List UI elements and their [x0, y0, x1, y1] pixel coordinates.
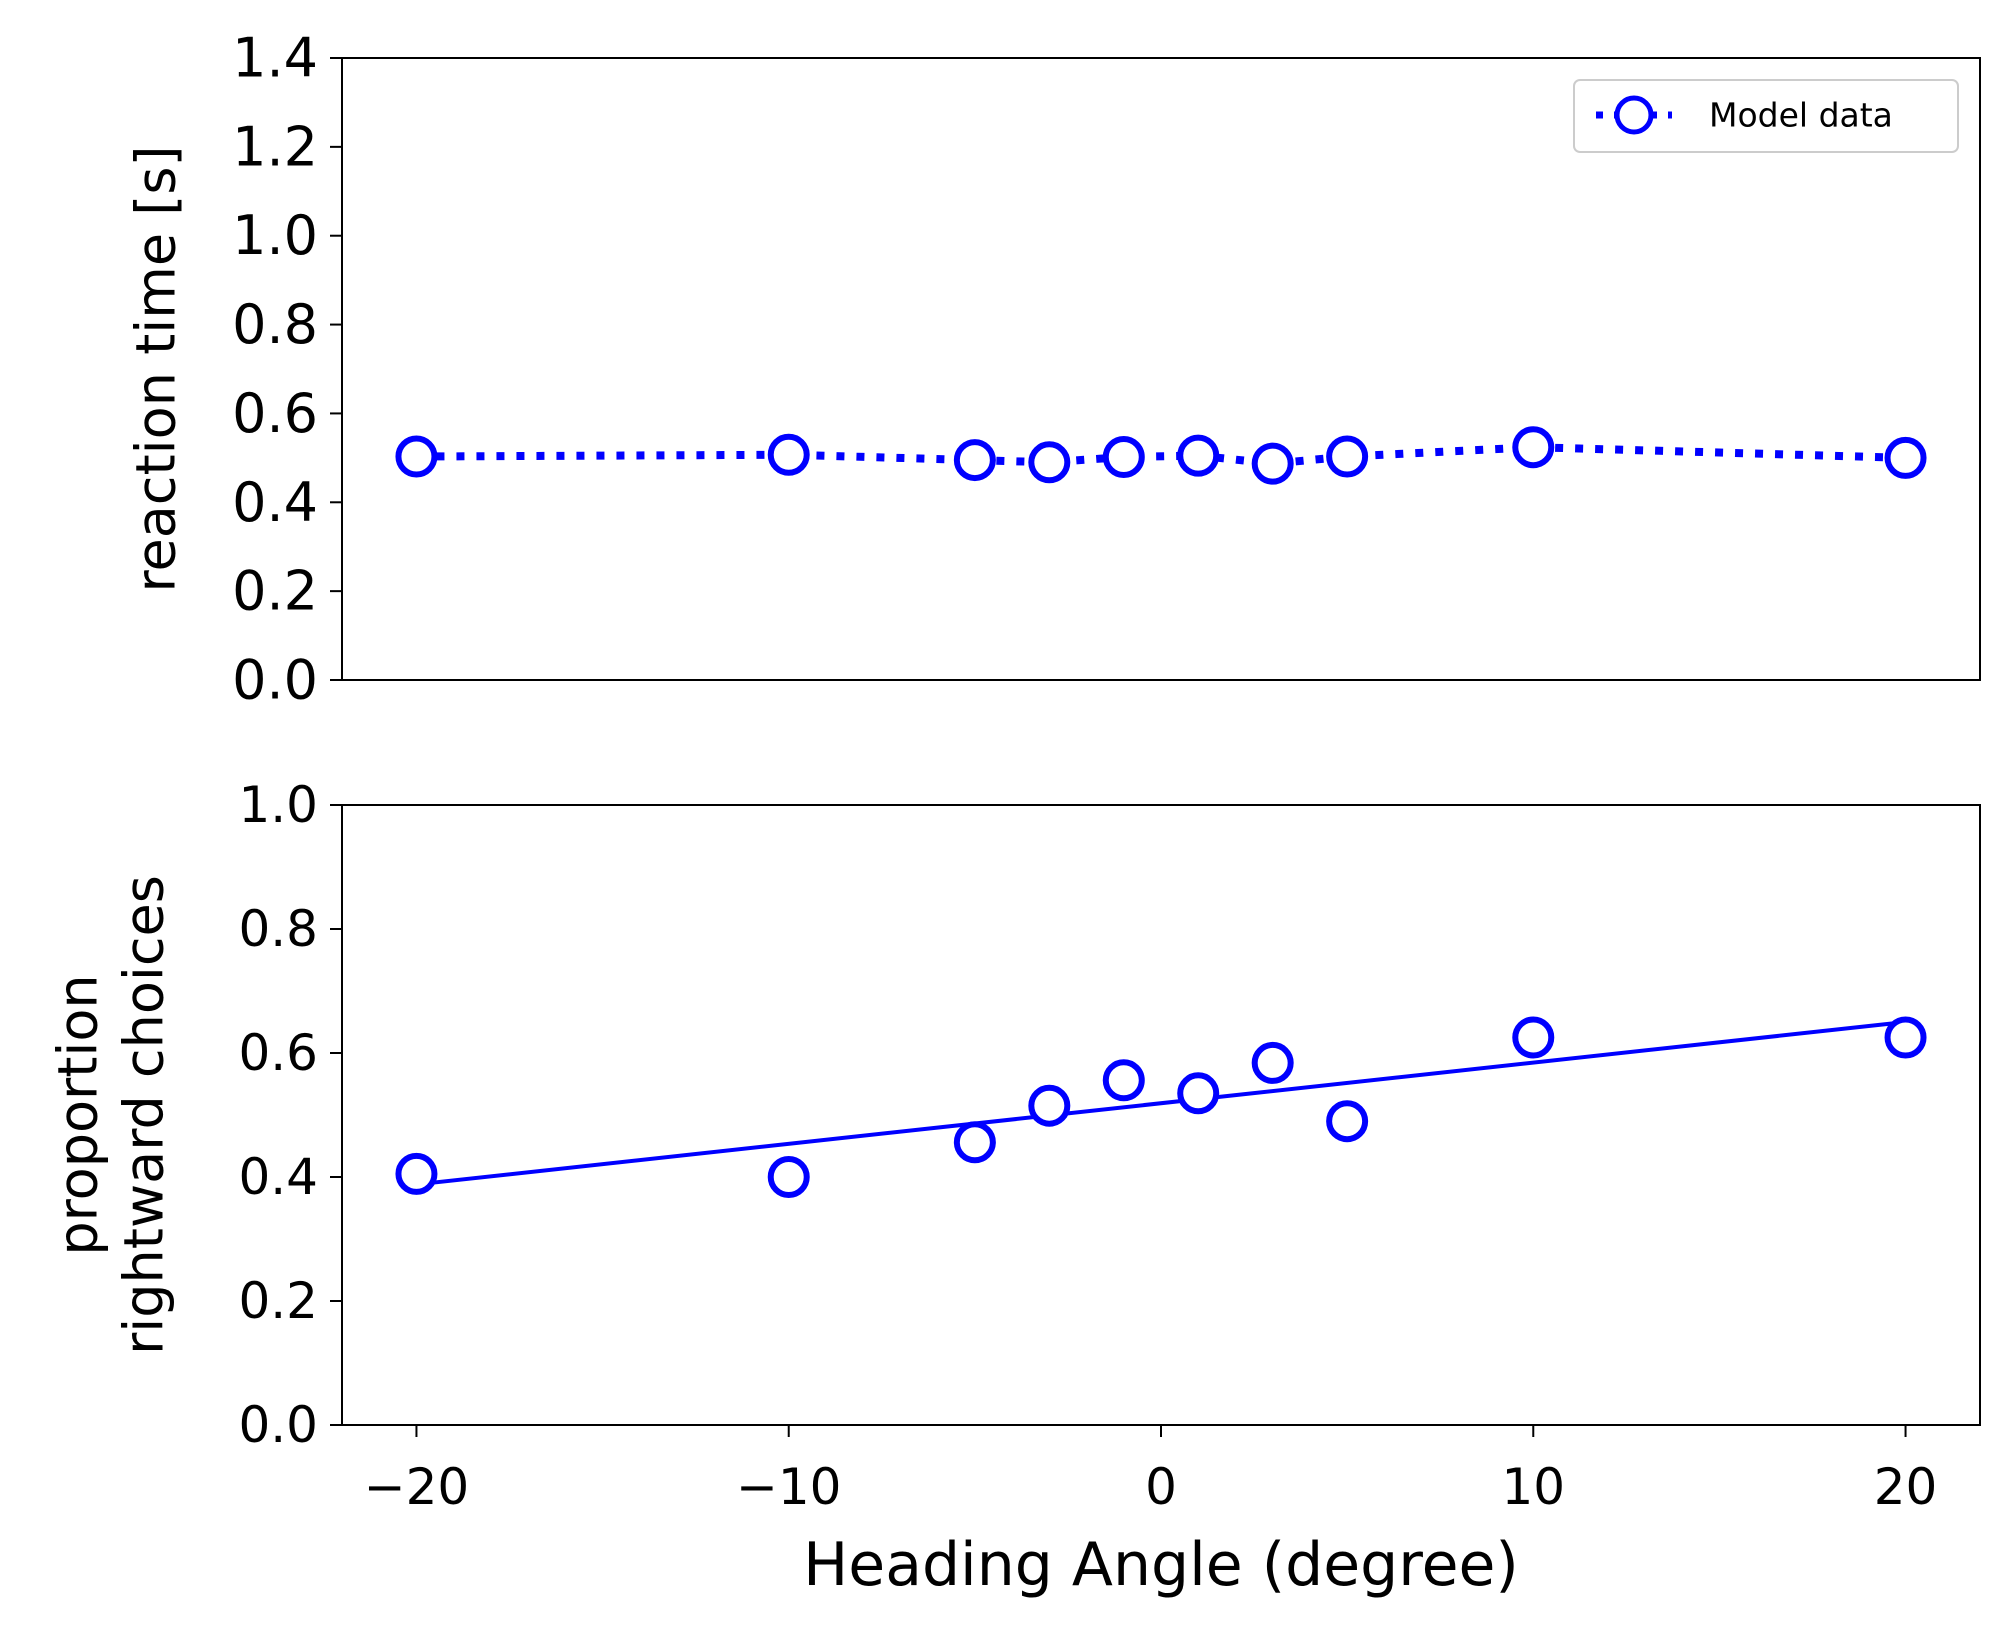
top-y-axis-label: reaction time [s]	[125, 145, 188, 592]
y-tick-label: 0.6	[238, 1024, 318, 1082]
data-point	[767, 433, 810, 476]
y-tick-label: 1.0	[232, 204, 318, 267]
data-point	[1512, 1016, 1555, 1059]
y-tick-label: 0.4	[238, 1148, 318, 1206]
bottom-y-ticks: 0.0 0.2 0.4 0.6 0.8 1.0	[238, 776, 342, 1454]
legend-box	[1573, 79, 1959, 153]
bottom-plot-data	[395, 1016, 1927, 1198]
data-point	[1251, 1041, 1294, 1084]
data-point	[395, 1152, 438, 1195]
y-tick-label: 1.2	[232, 115, 318, 178]
data-point	[767, 1156, 810, 1198]
x-tick-label: 20	[1874, 1458, 1938, 1516]
data-point	[953, 439, 996, 482]
data-point	[953, 1121, 996, 1164]
x-tick-label: 10	[1501, 1458, 1565, 1516]
y-tick-label: 0.2	[238, 1272, 318, 1330]
y-tick-label: 0.0	[238, 1396, 318, 1454]
data-point	[1326, 435, 1369, 478]
data-point	[1177, 1072, 1220, 1115]
fit-line	[416, 1020, 1906, 1187]
data-point	[1884, 436, 1927, 479]
legend-entry-model-data: Model data	[1709, 96, 1893, 135]
top-plot-data	[395, 426, 1927, 485]
y-tick-label: 0.2	[232, 560, 318, 623]
reaction-time-panel: 0.0 0.2 0.4 0.6 0.8 1.0 1.2 1.4 reaction time […	[125, 27, 1981, 712]
bottom-y-axis-label-line2: rightward choices	[113, 875, 176, 1355]
y-tick-label: 0.8	[232, 293, 318, 356]
legend-marker-swatch	[1614, 95, 1654, 135]
x-tick-label: 0	[1145, 1458, 1177, 1516]
data-point	[1251, 442, 1294, 485]
data-point	[1102, 1059, 1145, 1102]
data-point	[1326, 1100, 1369, 1143]
data-point	[1102, 435, 1145, 478]
top-axes-frame	[341, 57, 1981, 681]
y-tick-label: 1.0	[238, 776, 318, 834]
bottom-y-axis-label: proportion rightward choices	[47, 875, 176, 1355]
data-point	[1884, 1016, 1927, 1059]
y-tick-label: 1.4	[232, 27, 318, 90]
data-point	[395, 435, 438, 478]
y-tick-label: 0.8	[238, 900, 318, 958]
data-point	[1028, 1084, 1071, 1127]
y-tick-label: 0.6	[232, 382, 318, 445]
x-tick-label: −20	[364, 1458, 470, 1516]
top-y-ticks: 0.0 0.2 0.4 0.6 0.8 1.0 1.2 1.4	[232, 27, 342, 712]
data-point	[1028, 441, 1071, 484]
bottom-y-axis-label-line1: proportion	[47, 974, 110, 1255]
series-line	[416, 443, 1906, 468]
bottom-x-ticks: −20 −10 0 10 20	[364, 1425, 1938, 1516]
x-tick-label: −10	[736, 1458, 842, 1516]
rightward-choices-panel: 0.0 0.2 0.4 0.6 0.8 1.0 −20 −10 0 10 20 proportio…	[47, 776, 1981, 1600]
top-legend: Model data	[1573, 79, 1959, 153]
data-point	[1512, 426, 1555, 469]
y-tick-label: 0.0	[232, 649, 318, 712]
data-point	[1177, 434, 1220, 477]
x-axis-label: Heading Angle (degree)	[803, 1530, 1519, 1600]
y-tick-label: 0.4	[232, 471, 318, 534]
